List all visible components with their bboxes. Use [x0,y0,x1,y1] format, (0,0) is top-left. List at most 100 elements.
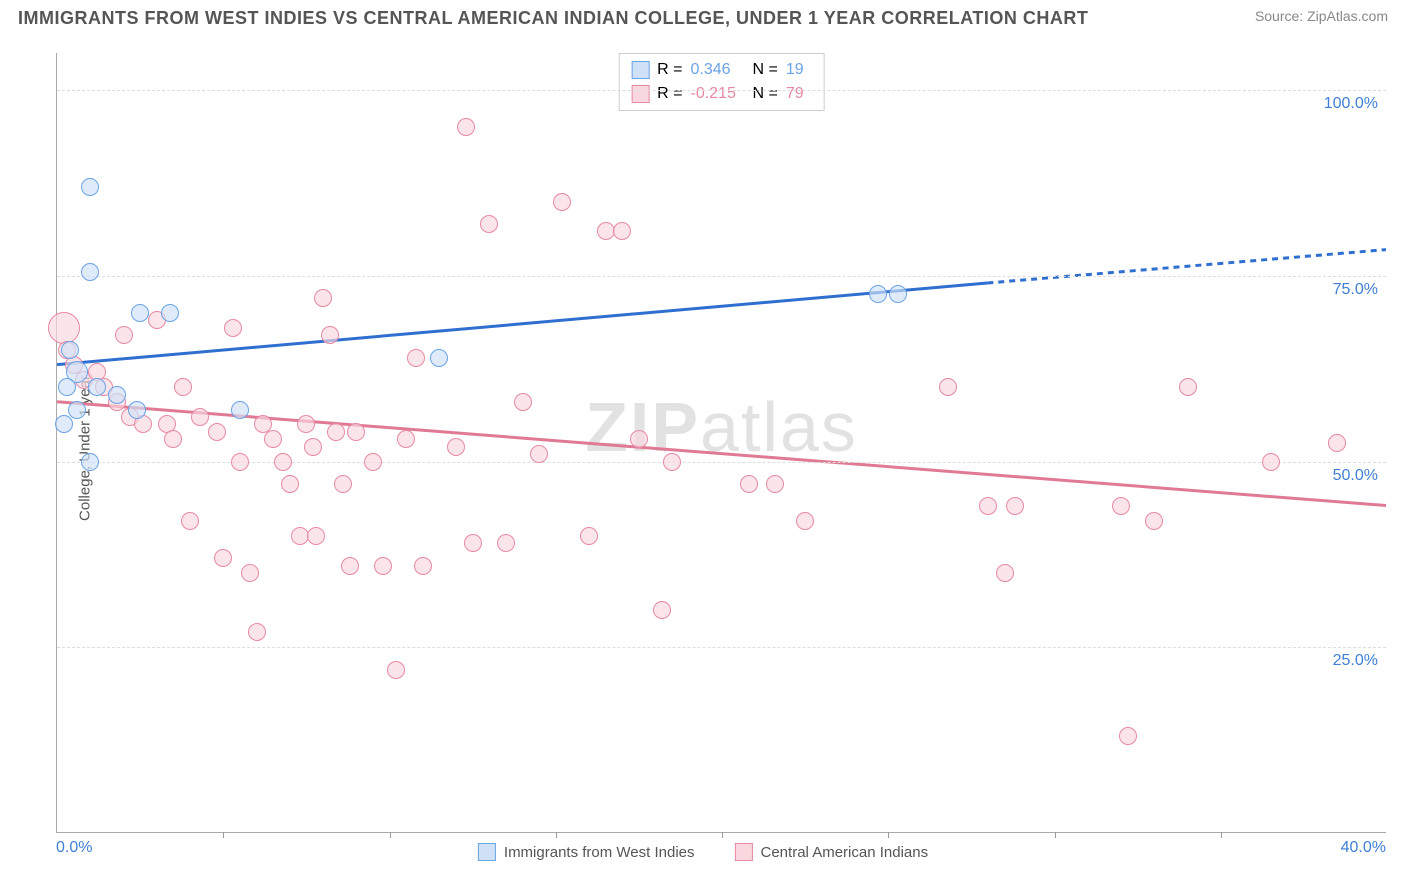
scatter-point-blue [108,386,126,404]
scatter-point-pink [740,475,758,493]
scatter-point-pink [979,497,997,515]
n-value-pink: 79 [786,85,812,103]
legend-label-blue: Immigrants from West Indies [504,844,695,861]
legend-label-pink: Central American Indians [761,844,929,861]
scatter-point-pink [613,222,631,240]
scatter-point-blue [231,401,249,419]
scatter-point-pink [457,118,475,136]
chart-container: College, Under 1 year ZIPatlas R = 0.346… [0,33,1406,863]
x-tick [556,832,557,838]
scatter-point-pink [796,512,814,530]
scatter-point-pink [397,430,415,448]
scatter-point-pink [480,215,498,233]
scatter-point-blue [55,415,73,433]
scatter-point-pink [224,319,242,337]
scatter-point-pink [364,453,382,471]
legend-swatch-blue [478,843,496,861]
r-value-pink: -0.215 [691,85,745,103]
legend-item-pink: Central American Indians [735,843,929,861]
scatter-point-blue [88,378,106,396]
scatter-point-pink [374,557,392,575]
scatter-point-pink [497,534,515,552]
legend-swatch-pink [735,843,753,861]
scatter-point-pink [1145,512,1163,530]
scatter-point-pink [191,408,209,426]
scatter-point-blue [68,401,86,419]
scatter-point-pink [514,393,532,411]
x-tick-label-max: 40.0% [1341,839,1386,857]
y-tick-label: 25.0% [1333,652,1378,670]
scatter-point-blue [161,304,179,322]
scatter-point-pink [347,423,365,441]
scatter-point-pink [327,423,345,441]
scatter-point-pink [341,557,359,575]
scatter-point-pink [321,326,339,344]
scatter-point-pink [1112,497,1130,515]
r-label: R = [657,85,682,103]
scatter-point-pink [115,326,133,344]
scatter-point-pink [663,453,681,471]
scatter-point-pink [1262,453,1280,471]
x-tick [1221,832,1222,838]
scatter-point-blue [128,401,146,419]
scatter-point-blue [58,378,76,396]
scatter-point-pink [248,623,266,641]
n-value-blue: 19 [786,61,812,79]
scatter-point-blue [61,341,79,359]
watermark: ZIPatlas [585,387,858,467]
gridline [57,462,1386,463]
scatter-point-pink [297,415,315,433]
scatter-point-pink [1006,497,1024,515]
scatter-point-pink [580,527,598,545]
scatter-point-pink [407,349,425,367]
scatter-point-pink [214,549,232,567]
x-tick [888,832,889,838]
x-tick [390,832,391,838]
scatter-point-pink [1328,434,1346,452]
scatter-point-pink [447,438,465,456]
scatter-point-pink [281,475,299,493]
scatter-point-pink [304,438,322,456]
legend-item-blue: Immigrants from West Indies [478,843,695,861]
scatter-point-pink [181,512,199,530]
scatter-point-pink [274,453,292,471]
scatter-point-blue [131,304,149,322]
scatter-point-pink [414,557,432,575]
scatter-point-pink [174,378,192,396]
scatter-point-pink [464,534,482,552]
x-tick [223,832,224,838]
scatter-point-pink [241,564,259,582]
n-label: N = [753,85,778,103]
scatter-point-blue [81,453,99,471]
y-tick-label: 100.0% [1324,95,1378,113]
scatter-point-pink [530,445,548,463]
y-tick-label: 50.0% [1333,467,1378,485]
r-label: R = [657,61,682,79]
chart-title: IMMIGRANTS FROM WEST INDIES VS CENTRAL A… [18,8,1088,29]
scatter-point-pink [939,378,957,396]
x-tick [722,832,723,838]
swatch-pink [631,85,649,103]
scatter-point-blue [430,349,448,367]
scatter-point-pink [307,527,325,545]
scatter-point-pink [653,601,671,619]
scatter-point-pink [597,222,615,240]
r-value-blue: 0.346 [691,61,745,79]
scatter-point-pink [208,423,226,441]
series-legend: Immigrants from West Indies Central Amer… [478,843,928,861]
scatter-point-pink [264,430,282,448]
x-tick [1055,832,1056,838]
gridline [57,276,1386,277]
scatter-point-pink [1119,727,1137,745]
scatter-point-pink [314,289,332,307]
trend-lines [57,53,1386,832]
source-label: Source: ZipAtlas.com [1255,8,1388,24]
scatter-point-pink [766,475,784,493]
correlation-legend: R = 0.346 N = 19 R = -0.215 N = 79 [618,53,825,111]
y-tick-label: 75.0% [1333,281,1378,299]
scatter-point-pink [387,661,405,679]
swatch-blue [631,61,649,79]
scatter-point-blue [889,285,907,303]
gridline [57,90,1386,91]
scatter-point-blue [869,285,887,303]
